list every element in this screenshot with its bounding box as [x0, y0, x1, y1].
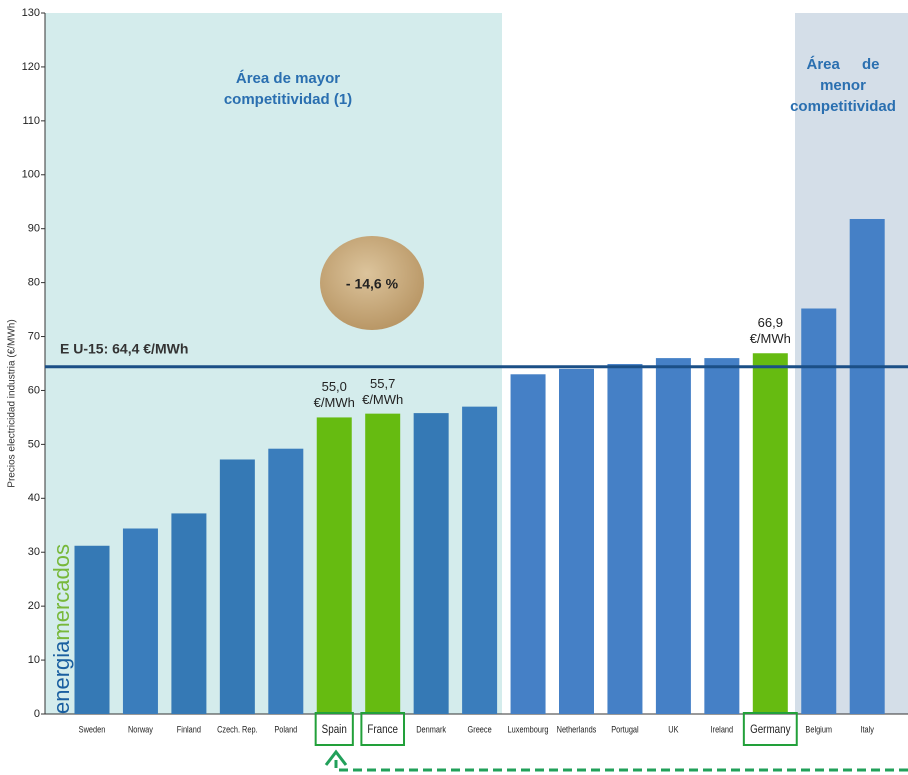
watermark-part: mercados — [49, 544, 74, 641]
y-tick-label: 100 — [22, 169, 40, 181]
value-label: 66,9 €/MWh — [749, 315, 791, 347]
reference-label: E U-15: 64,4 €/MWh — [60, 340, 188, 356]
bar — [268, 448, 304, 714]
y-tick-label: 120 — [22, 61, 40, 73]
bar — [462, 406, 498, 714]
y-tick-label: 0 — [34, 708, 40, 720]
bar — [316, 417, 352, 714]
x-tick-label: Ireland — [711, 725, 734, 735]
difference-bubble — [320, 236, 424, 330]
right-area-title: Área de menor competitividad — [790, 56, 896, 115]
arrow-line — [334, 760, 908, 772]
x-tick-label: UK — [668, 725, 679, 735]
x-tick-label: Luxembourg — [508, 725, 549, 735]
bar — [704, 358, 740, 714]
bar — [74, 545, 110, 714]
x-tick-label: Denmark — [416, 725, 447, 735]
y-tick-label: 30 — [28, 546, 40, 558]
y-tick-label: 60 — [28, 384, 40, 396]
bar — [365, 413, 401, 714]
y-tick-label: 40 — [28, 492, 40, 504]
y-tick-label: 90 — [28, 223, 40, 235]
x-tick-label: France — [367, 723, 398, 736]
arrow-head — [324, 749, 348, 766]
watermark: energiamercados — [49, 544, 74, 714]
y-tick-label: 10 — [28, 654, 40, 666]
highlight-box — [360, 712, 406, 746]
bar — [171, 513, 207, 714]
bar — [752, 353, 788, 714]
x-tick-label: Norway — [128, 725, 154, 735]
x-tick-label: Belgium — [805, 725, 832, 735]
x-tick-label: Sweden — [79, 725, 106, 735]
x-tick-label: Czech. Rep. — [217, 725, 258, 735]
highlight-box — [314, 712, 354, 746]
x-tick-label: Germany — [750, 723, 791, 736]
difference-label: - 14,6 % — [346, 276, 399, 292]
x-tick-label: Netherlands — [557, 725, 597, 735]
bar — [655, 358, 691, 714]
y-tick-label: 80 — [28, 277, 40, 289]
x-tick-label: Spain — [322, 723, 347, 736]
value-label: 55,0 €/MWh — [313, 379, 355, 411]
x-tick-label: Italy — [860, 725, 874, 735]
y-tick-label: 110 — [22, 115, 40, 127]
x-tick-label: Finland — [177, 725, 202, 735]
bar — [801, 308, 837, 714]
bar — [607, 364, 643, 714]
x-tick-label: Poland — [274, 725, 297, 735]
x-tick-label: Greece — [468, 725, 493, 735]
highlight-box — [742, 712, 798, 746]
bar — [122, 528, 158, 714]
value-label: 55,7 €/MWh — [362, 375, 404, 407]
y-tick-label: 130 — [22, 7, 40, 19]
y-tick-label: 70 — [28, 330, 40, 342]
bar — [219, 459, 255, 714]
bar — [510, 374, 546, 714]
y-tick-label: 20 — [28, 600, 40, 612]
left-area-title: Área de mayor competitividad (1) — [223, 70, 353, 108]
y-tick-label: 50 — [28, 438, 40, 450]
x-tick-label: Portugal — [611, 725, 639, 735]
y-axis-label: Precios electricidad industria (€/MWh) — [7, 319, 18, 487]
bar — [849, 218, 885, 715]
bar — [559, 368, 594, 714]
watermark-part: energia — [49, 640, 74, 714]
bar — [413, 413, 449, 714]
